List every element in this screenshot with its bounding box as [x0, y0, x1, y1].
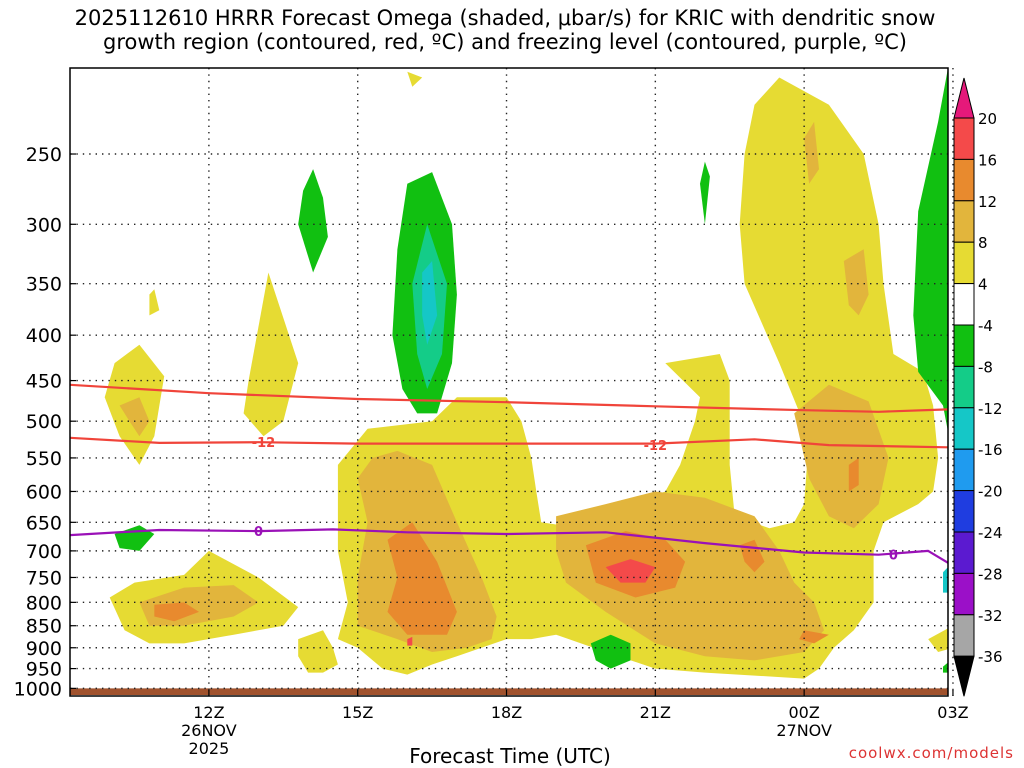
- y-tick-label-450: 450: [26, 371, 62, 393]
- y-tick-label-900: 900: [26, 638, 62, 660]
- y-tick-label-850: 850: [26, 616, 62, 638]
- omega-shade-yellow-6: [928, 628, 948, 652]
- chart-title-line-2: growth region (contoured, red, ºC) and f…: [103, 30, 907, 54]
- y-tick-label-300: 300: [26, 214, 62, 236]
- x-tick-label-24: 00Z: [788, 703, 819, 722]
- y-tick-label-350: 350: [26, 274, 62, 296]
- colorbar: 20 16 12 8 4 -4 -8 -12 -16 -20 -24 -28 -32 -36: [953, 77, 1003, 697]
- omega-shade-green-28: [590, 634, 631, 669]
- colorbar-bottom-arrow: [953, 655, 975, 697]
- colorbar-box-8: [953, 448, 975, 492]
- colorbar-box-9: [953, 490, 975, 533]
- contour-label-3: 0: [889, 549, 898, 564]
- colorbar-label-8: -16: [978, 441, 1003, 459]
- colorbar-label-13: -36: [978, 648, 1003, 666]
- contour-0: [70, 383, 948, 413]
- y-tick-label-500: 500: [26, 411, 62, 433]
- colorbar-label-9: -20: [978, 483, 1003, 501]
- y-tick-label-650: 650: [26, 512, 62, 534]
- colorbar-label-0: 20: [978, 110, 997, 128]
- colorbar-box-2: [953, 200, 975, 243]
- y-tick-label-250: 250: [26, 144, 62, 166]
- x-tick-label-12: 12Z: [193, 703, 224, 722]
- colorbar-box-6: [953, 365, 975, 409]
- omega-shade-orange-19: [799, 630, 829, 644]
- y-tick-label-950: 950: [26, 659, 62, 681]
- x-tick-year-12: 2025: [189, 739, 230, 758]
- colorbar-label-11: -28: [978, 565, 1003, 583]
- contour-label-2: 0: [254, 525, 263, 540]
- y-tick-label-550: 550: [26, 448, 62, 470]
- omega-shade-green-27: [114, 525, 155, 551]
- omega-shade-green-26: [913, 68, 948, 432]
- colorbar-box-0: [953, 117, 975, 160]
- y-tick-label-750: 750: [26, 567, 62, 589]
- omega-shade-yellow-5: [337, 77, 939, 679]
- omega-shade-red-21: [605, 559, 656, 583]
- y-tick-label-800: 800: [26, 592, 62, 614]
- x-axis-label: Forecast Time (UTC): [409, 744, 611, 768]
- colorbar-label-3: 8: [978, 234, 988, 252]
- colorbar-label-10: -24: [978, 524, 1003, 542]
- omega-shade-gold-13: [843, 249, 869, 316]
- x-tick-label-18: 18Z: [491, 703, 522, 722]
- colorbar-box-11: [953, 572, 975, 616]
- omega-shade-gold-14: [804, 121, 819, 184]
- contour-label-1: -12: [644, 439, 668, 454]
- colorbar-box-7: [953, 407, 975, 450]
- colorbar-box-4: [953, 283, 975, 326]
- colorbar-label-2: 12: [978, 193, 997, 211]
- omega-shade-orange-16: [387, 522, 457, 635]
- plot-frame: [69, 67, 949, 697]
- omega-shade-cyan-32: [422, 261, 438, 345]
- omega-shade-cyan-33: [943, 567, 948, 593]
- omega-shade-green-23: [298, 169, 328, 273]
- omega-shade-yellow-4: [298, 630, 338, 673]
- axes-layer: 2503003504004505005506006507007508008509…: [14, 67, 969, 758]
- grid-layer: [70, 68, 954, 696]
- y-tick-label-600: 600: [26, 481, 62, 503]
- contour-2: [70, 528, 948, 564]
- colorbar-label-12: -32: [978, 607, 1003, 625]
- y-tick-label-700: 700: [26, 541, 62, 563]
- contour-layer: -12 -12 0 0: [70, 383, 948, 564]
- omega-shade-red-22: [407, 636, 413, 646]
- omega-shade-orange-20: [848, 457, 859, 492]
- x-tick-date-24: 27NOV: [776, 721, 832, 740]
- shaded-omega-layer: [104, 68, 948, 679]
- colorbar-label-1: 16: [978, 151, 997, 169]
- y-tick-label-400: 400: [26, 325, 62, 347]
- x-tick-label-27: 03Z: [937, 703, 968, 722]
- colorbar-label-5: -4: [978, 317, 993, 335]
- omega-shade-yellow-1: [149, 289, 160, 316]
- contour-1: [70, 436, 948, 449]
- colorbar-box-3: [953, 241, 975, 285]
- colorbar-label-4: 4: [978, 276, 988, 294]
- omega-shade-yellow-7: [407, 71, 423, 87]
- contour-label-0: -12: [252, 436, 276, 451]
- omega-shade-green-25: [700, 161, 710, 225]
- y-tick-label-1000: 1000: [14, 678, 62, 700]
- omega-shade-orange-15: [154, 602, 199, 622]
- colorbar-label-6: -8: [978, 358, 993, 376]
- colorbar-top-arrow: [953, 77, 975, 119]
- ground-layer: [70, 688, 948, 695]
- ground-band: [70, 688, 948, 695]
- omega-shade-green-29: [943, 662, 948, 673]
- chart-title-line-1: 2025112610 HRRR Forecast Omega (shaded, …: [74, 6, 936, 30]
- x-tick-label-21: 21Z: [640, 703, 671, 722]
- x-tick-label-15: 15Z: [342, 703, 373, 722]
- omega-shade-yellow-2: [243, 272, 299, 437]
- omega-shade-gold-8: [119, 397, 150, 437]
- site-credit: coolwx.com/models: [848, 744, 1014, 762]
- colorbar-box-12: [953, 614, 975, 657]
- colorbar-box-5: [953, 324, 975, 367]
- x-tick-date-12: 26NOV: [181, 721, 237, 740]
- colorbar-box-1: [953, 158, 975, 202]
- colorbar-box-10: [953, 531, 975, 574]
- colorbar-label-7: -12: [978, 400, 1003, 418]
